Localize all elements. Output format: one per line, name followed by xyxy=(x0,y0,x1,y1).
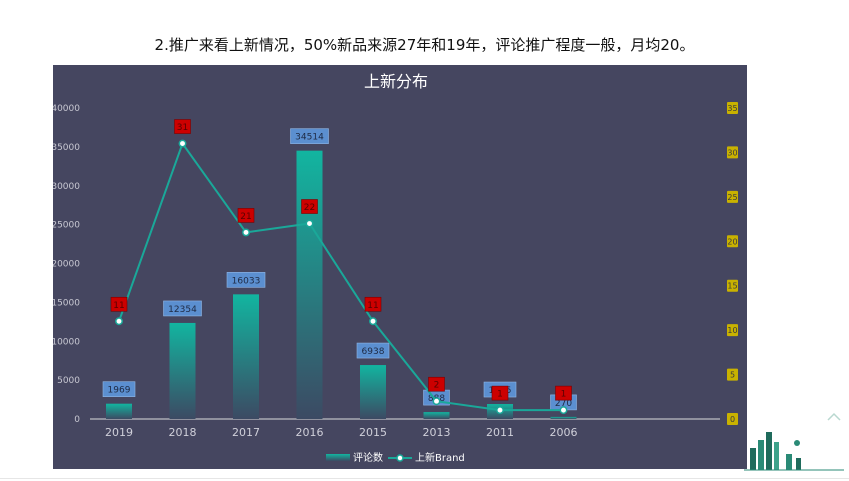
right-tick-label: 15 xyxy=(727,282,737,291)
right-tick-label: 25 xyxy=(727,193,737,202)
bar-label: 12354 xyxy=(168,305,197,315)
line-label: 11 xyxy=(367,301,378,311)
chart-title: 上新分布 xyxy=(364,72,428,91)
line-label-box xyxy=(555,385,572,401)
bar-label-box xyxy=(102,381,136,397)
x-tick-label: 2006 xyxy=(550,426,578,439)
chart-panel: 上新分布 0 5000 10000 15000 20000 25000 30000 35000… xyxy=(53,65,747,469)
right-tick-label: 20 xyxy=(727,237,737,246)
bar-label-box xyxy=(163,300,202,317)
decorative-city-graphic xyxy=(744,412,844,471)
right-tick-badge xyxy=(727,235,738,248)
line-point xyxy=(496,406,504,415)
x-tick-label: 2016 xyxy=(296,426,324,439)
legend-bar-label: 评论数 xyxy=(353,451,383,464)
bar xyxy=(423,412,450,419)
left-tick-label: 20000 xyxy=(53,260,80,270)
right-tick-label: 30 xyxy=(727,148,737,157)
line-point xyxy=(369,317,377,326)
right-tick-badge xyxy=(727,324,738,337)
bar xyxy=(296,150,323,419)
bar-label: 270 xyxy=(555,399,572,409)
left-tick-label: 35000 xyxy=(53,143,80,153)
right-tick-label: 35 xyxy=(727,104,737,113)
line-label: 21 xyxy=(240,212,251,222)
bar xyxy=(106,403,132,419)
line-label: 22 xyxy=(304,203,315,213)
bar-label: 6938 xyxy=(362,347,385,357)
left-tick-label: 0 xyxy=(74,415,80,425)
bar-label: 16033 xyxy=(232,276,261,286)
line-point xyxy=(242,228,250,237)
left-tick-label: 5000 xyxy=(57,376,80,386)
x-tick-label: 2013 xyxy=(423,426,451,439)
left-tick-label: 15000 xyxy=(53,298,80,308)
line-series xyxy=(115,139,568,415)
bottom-divider xyxy=(0,478,849,479)
right-tick-label: 5 xyxy=(730,371,735,380)
right-tick-badge xyxy=(727,368,738,381)
x-tick-label: 2017 xyxy=(232,426,260,439)
bar-label-box xyxy=(356,342,390,359)
chart-svg: 上新分布 0 5000 10000 15000 20000 25000 30000 35000… xyxy=(53,72,738,464)
line-point xyxy=(115,317,123,326)
line-point xyxy=(305,219,314,228)
bar-series xyxy=(106,150,577,419)
left-tick-label: 25000 xyxy=(53,221,80,231)
right-tick-badge xyxy=(727,190,738,203)
line-label: 2 xyxy=(434,381,440,391)
line-point xyxy=(178,139,187,148)
bar xyxy=(550,416,577,419)
line-point xyxy=(559,406,568,415)
left-tick-label: 30000 xyxy=(53,182,80,192)
line-label-box xyxy=(301,199,318,214)
x-tick-label: 2019 xyxy=(105,426,133,439)
x-tick-label: 2011 xyxy=(486,426,514,439)
line-point xyxy=(432,397,441,406)
right-tick-label: 0 xyxy=(730,415,735,424)
right-tick-badge xyxy=(727,279,738,292)
bar xyxy=(169,322,196,419)
left-tick-label: 40000 xyxy=(53,104,80,114)
line-label: 1 xyxy=(561,390,567,400)
legend-bar-swatch xyxy=(326,454,350,461)
series-line xyxy=(118,141,564,412)
right-tick-badge xyxy=(727,102,738,114)
right-tick-badge xyxy=(727,146,738,159)
right-tick-label: 10 xyxy=(727,326,737,335)
legend-line-label: 上新Brand xyxy=(415,451,465,464)
line-label-box xyxy=(174,119,191,134)
line-label-box xyxy=(364,296,382,312)
right-tick-badge xyxy=(727,413,738,425)
line-label-box xyxy=(237,208,255,223)
line-label-box xyxy=(428,376,445,392)
x-tick-label: 2018 xyxy=(169,426,197,439)
x-tick-label: 2015 xyxy=(359,426,387,439)
bar xyxy=(233,294,259,419)
bar-label: 1969 xyxy=(108,386,131,396)
bar-label-box xyxy=(290,128,329,144)
line-label: 1 xyxy=(497,390,503,400)
bar xyxy=(360,365,386,419)
x-axis-labels: 2019 2018 2017 2016 2015 2013 2011 2006 xyxy=(105,426,578,439)
page-heading: 2.推广来看上新情况，50%新品来源27年和19年，评论推广程度一般，月均20。 xyxy=(154,36,695,54)
line-label-box xyxy=(110,296,128,312)
line-label: 11 xyxy=(113,301,124,311)
bar-label: 34514 xyxy=(295,133,324,143)
legend-line-marker xyxy=(396,454,404,462)
line-label-box xyxy=(491,385,509,401)
legend[interactable]: 评论数 上新Brand xyxy=(326,451,465,464)
left-tick-label: 10000 xyxy=(53,337,80,347)
right-y-axis: 0 5 10 15 20 25 30 35 xyxy=(727,102,738,425)
left-y-axis: 0 5000 10000 15000 20000 25000 30000 35000 40000 xyxy=(53,104,80,425)
line-label: 31 xyxy=(177,123,188,133)
bar-label-box xyxy=(226,272,266,288)
